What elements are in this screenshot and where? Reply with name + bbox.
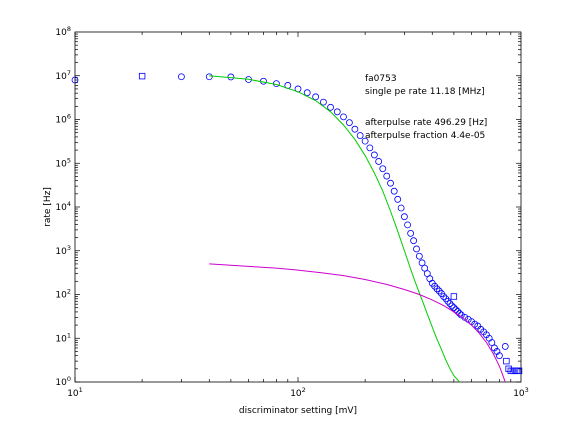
y-tick-label: 103 bbox=[55, 244, 71, 257]
data-point-circle bbox=[351, 125, 359, 133]
data-point-circle bbox=[390, 187, 398, 195]
fit-curve-2 bbox=[209, 75, 460, 383]
data-point-circle bbox=[320, 98, 327, 106]
y-tick-label: 106 bbox=[55, 113, 71, 126]
data-point-circle bbox=[333, 108, 341, 116]
data-point-square bbox=[450, 293, 458, 300]
data-point-circle bbox=[488, 339, 496, 346]
data-point-circle bbox=[413, 245, 420, 253]
data-point-circle bbox=[446, 300, 454, 307]
data-point-circle bbox=[448, 302, 456, 310]
data-point-circle bbox=[312, 93, 320, 101]
data-point-circle bbox=[361, 137, 369, 145]
data-point-circle bbox=[444, 297, 452, 305]
y-tick-label: 108 bbox=[55, 25, 71, 38]
data-point-circle bbox=[397, 204, 405, 212]
data-point-circle bbox=[370, 151, 378, 159]
annotation-afterpulse-fraction: afterpulse fraction 4.4e-05 bbox=[365, 131, 485, 141]
data-point-circle bbox=[501, 343, 509, 350]
data-point-square bbox=[138, 72, 146, 80]
data-point-circle bbox=[205, 73, 213, 81]
annotation-afterpulse-rate: afterpulse rate 496.29 [Hz] bbox=[365, 118, 487, 128]
data-point-circle bbox=[450, 304, 458, 312]
data-point-circle bbox=[407, 229, 415, 237]
y-tick-label: 102 bbox=[55, 288, 71, 301]
data-point-circle bbox=[415, 252, 423, 260]
plot-area bbox=[74, 31, 522, 383]
data-point-circle bbox=[440, 293, 448, 300]
x-tick-label: 103 bbox=[513, 386, 529, 399]
x-axis-label: discriminator setting [mV] bbox=[239, 406, 357, 416]
data-point-circle bbox=[387, 179, 394, 187]
data-point-circle bbox=[394, 195, 402, 203]
data-point-circle bbox=[375, 158, 383, 165]
x-tick-label: 101 bbox=[67, 386, 83, 399]
series-layer bbox=[71, 72, 523, 383]
data-point-circle bbox=[400, 213, 408, 221]
data-point-circle bbox=[433, 285, 441, 293]
y-tick-label: 105 bbox=[55, 156, 71, 169]
data-point-circle bbox=[491, 344, 498, 352]
annotation-run-id: fa0753 bbox=[365, 74, 397, 84]
data-point-circle bbox=[495, 352, 503, 360]
x-tick-label: 102 bbox=[290, 386, 306, 399]
data-point-circle bbox=[327, 103, 334, 111]
data-point-circle bbox=[421, 264, 429, 272]
y-tick-label: 101 bbox=[55, 331, 71, 344]
y-tick-label: 104 bbox=[55, 200, 71, 213]
data-point-circle bbox=[410, 237, 418, 245]
y-tick-label: 100 bbox=[55, 375, 71, 388]
data-point-square bbox=[505, 365, 512, 373]
y-axis-ticks: 100 101 102 103 104 105 106 107 108 bbox=[55, 25, 521, 388]
data-point-circle bbox=[418, 259, 426, 267]
annotation-single-pe-rate: single pe rate 11.18 [MHz] bbox=[365, 87, 485, 97]
y-tick-label: 107 bbox=[55, 69, 71, 82]
fit-curve-3 bbox=[209, 263, 506, 383]
data-point-circle bbox=[366, 144, 374, 152]
data-point-circle bbox=[340, 113, 347, 121]
data-point-circle bbox=[177, 73, 185, 81]
data-point-circle bbox=[303, 89, 311, 97]
data-point-circle bbox=[356, 132, 364, 139]
data-point-circle bbox=[345, 119, 353, 126]
data-point-circle bbox=[404, 221, 411, 229]
data-point-square bbox=[515, 367, 523, 375]
data-point-circle bbox=[379, 165, 387, 173]
data-point-circle bbox=[71, 76, 79, 84]
y-axis-label: rate [Hz] bbox=[43, 187, 53, 227]
data-point-circle bbox=[383, 172, 391, 180]
x-axis-ticks: 101 102 103 bbox=[67, 32, 529, 399]
data-point-square bbox=[503, 357, 510, 365]
